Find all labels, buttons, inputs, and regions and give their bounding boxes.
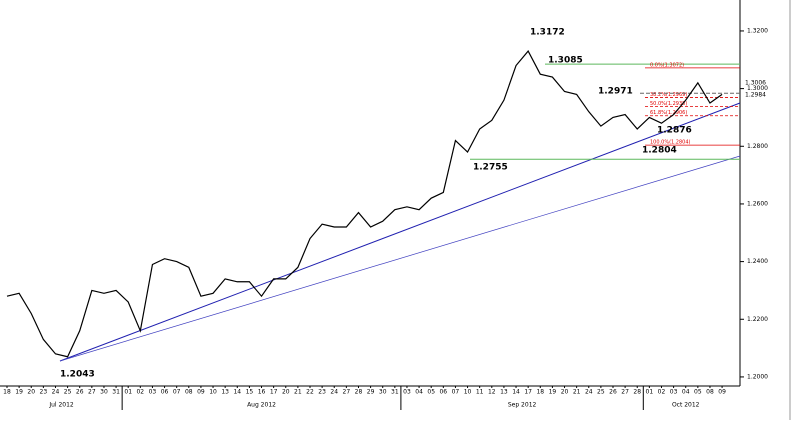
annotation: 1.2755 — [473, 163, 508, 173]
x-tick-label: 23 — [40, 389, 48, 396]
x-tick-label: 08 — [706, 389, 714, 396]
annotation: 1.2804 — [642, 146, 677, 156]
month-label: Sep 2012 — [508, 402, 537, 409]
annotation: 1.2043 — [60, 370, 95, 380]
x-tick-label: 21 — [573, 389, 581, 396]
x-tick-label: 18 — [536, 389, 544, 396]
x-tick-label: 20 — [561, 389, 569, 396]
x-tick-label: 13 — [221, 389, 229, 396]
x-tick-label: 31 — [391, 389, 399, 396]
price-tag: 1.3006 — [745, 79, 766, 86]
x-tick-label: 04 — [415, 389, 423, 396]
price-tag: 1.2984 — [745, 92, 766, 99]
x-tick-label: 18 — [3, 389, 11, 396]
fib-label: 100.0%(1.2804) — [650, 140, 691, 146]
x-tick-label: 11 — [476, 389, 484, 396]
x-tick-label: 28 — [355, 389, 363, 396]
x-tick-label: 06 — [161, 389, 169, 396]
x-tick-label: 19 — [549, 389, 557, 396]
x-tick-label: 02 — [658, 389, 666, 396]
x-tick-label: 14 — [233, 389, 241, 396]
x-tick-label: 21 — [294, 389, 302, 396]
x-tick-label: 17 — [270, 389, 278, 396]
x-tick-label: 27 — [88, 389, 96, 396]
y-tick-label: 1.2600 — [747, 200, 768, 207]
x-tick-label: 12 — [488, 389, 496, 396]
annotation: 1.3172 — [530, 28, 565, 38]
annotation: 1.2971 — [598, 87, 633, 97]
x-tick-label: 01 — [646, 389, 654, 396]
month-label: Jul 2012 — [48, 402, 74, 409]
x-tick-label: 03 — [403, 389, 411, 396]
x-tick-label: 31 — [112, 389, 120, 396]
y-tick-label: 1.3000 — [747, 85, 768, 92]
fib-label: 38.2%(1.2969) — [650, 92, 687, 98]
x-tick-label: 17 — [524, 389, 532, 396]
y-tick-label: 1.2000 — [747, 373, 768, 380]
y-tick-label: 1.3200 — [747, 27, 768, 34]
x-tick-label: 09 — [197, 389, 205, 396]
x-tick-label: 07 — [173, 389, 181, 396]
x-tick-label: 20 — [27, 389, 35, 396]
x-tick-label: 10 — [209, 389, 217, 396]
x-tick-label: 23 — [318, 389, 326, 396]
x-tick-label: 25 — [64, 389, 72, 396]
x-tick-label: 24 — [585, 389, 593, 396]
x-tick-label: 28 — [633, 389, 641, 396]
x-tick-label: 30 — [379, 389, 387, 396]
x-tick-label: 05 — [694, 389, 702, 396]
x-tick-label: 07 — [452, 389, 460, 396]
x-tick-label: 30 — [100, 389, 108, 396]
x-tick-label: 06 — [439, 389, 447, 396]
x-tick-label: 27 — [343, 389, 351, 396]
x-tick-label: 03 — [670, 389, 678, 396]
x-tick-label: 14 — [512, 389, 520, 396]
x-tick-label: 02 — [136, 389, 144, 396]
x-tick-label: 27 — [621, 389, 629, 396]
annotation: 1.3085 — [548, 56, 583, 66]
x-tick-label: 26 — [609, 389, 617, 396]
fib-label: 61.8%(1.2906) — [650, 110, 687, 116]
x-tick-label: 13 — [500, 389, 508, 396]
month-label: Aug 2012 — [247, 402, 276, 409]
annotation: 1.2876 — [657, 126, 692, 136]
x-tick-label: 25 — [597, 389, 605, 396]
month-label: Oct 2012 — [672, 402, 700, 409]
y-tick-label: 1.2400 — [747, 258, 768, 265]
x-tick-label: 22 — [306, 389, 314, 396]
x-tick-label: 08 — [185, 389, 193, 396]
x-tick-label: 29 — [367, 389, 375, 396]
x-tick-label: 24 — [330, 389, 338, 396]
x-tick-label: 04 — [682, 389, 690, 396]
price-line — [6, 50, 723, 358]
x-tick-label: 05 — [427, 389, 435, 396]
y-tick-label: 1.2800 — [747, 143, 768, 150]
x-tick-label: 03 — [149, 389, 157, 396]
x-tick-label: 26 — [76, 389, 84, 396]
x-tick-label: 09 — [718, 389, 726, 396]
trend-line — [59, 155, 741, 362]
fib-label: 50.0%(1.2938) — [650, 101, 687, 107]
x-tick-label: 19 — [15, 389, 23, 396]
x-tick-label: 01 — [124, 389, 132, 396]
x-tick-label: 10 — [464, 389, 472, 396]
y-tick-label: 1.2200 — [747, 316, 768, 323]
x-tick-label: 15 — [246, 389, 254, 396]
trend-line — [59, 102, 741, 362]
x-tick-label: 24 — [52, 389, 60, 396]
x-tick-label: 16 — [258, 389, 266, 396]
x-tick-label: 20 — [282, 389, 290, 396]
fib-label: 0.0%(1.3072) — [650, 62, 684, 68]
